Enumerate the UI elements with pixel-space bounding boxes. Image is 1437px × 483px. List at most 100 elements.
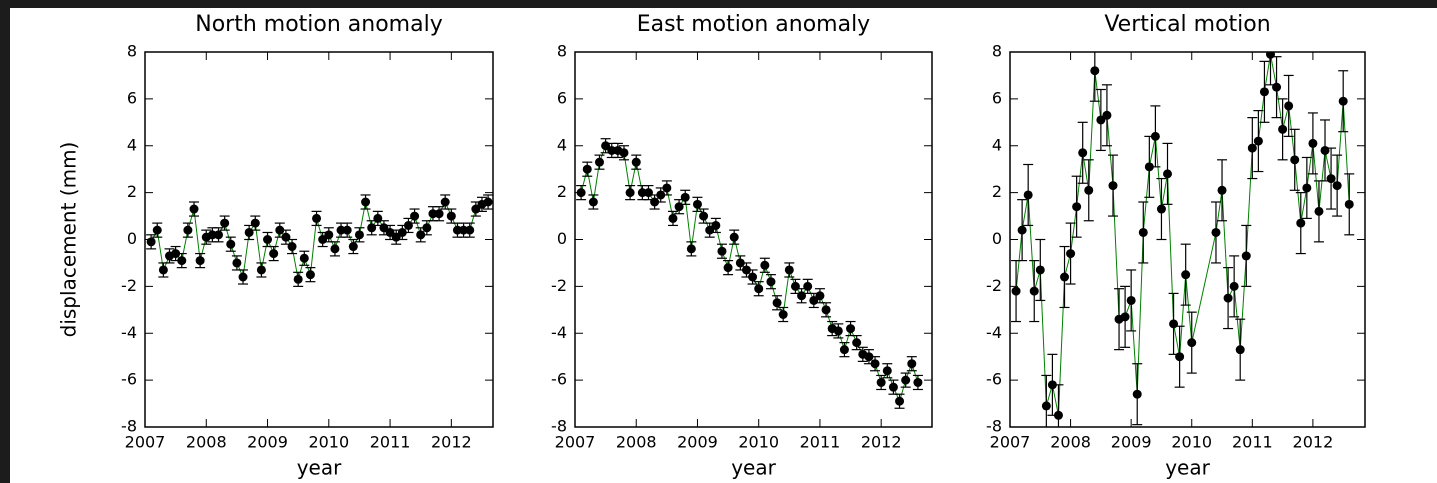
x-tick-label: 2009 <box>677 433 718 452</box>
data-point <box>1175 352 1185 362</box>
y-tick-label: 0 <box>992 229 1002 248</box>
data-point <box>864 352 874 362</box>
figure-background <box>10 8 1437 483</box>
x-tick-label: 2009 <box>247 433 288 452</box>
data-point <box>1144 162 1154 172</box>
data-point <box>1296 218 1306 228</box>
data-point <box>1332 181 1342 191</box>
data-point <box>784 265 794 275</box>
data-point <box>901 375 911 385</box>
data-point <box>699 211 709 221</box>
data-point <box>446 211 456 221</box>
y-tick-label: 2 <box>127 182 137 201</box>
data-point <box>631 157 641 167</box>
data-point <box>778 310 788 319</box>
data-point <box>772 298 782 308</box>
data-point <box>171 249 181 259</box>
data-point <box>397 227 407 237</box>
data-point <box>220 218 230 228</box>
data-point <box>1169 319 1179 329</box>
y-tick-label: 2 <box>992 182 1002 201</box>
y-tick-label: 4 <box>992 135 1002 154</box>
data-point <box>907 359 917 369</box>
data-point <box>766 277 776 287</box>
data-point <box>1344 199 1354 209</box>
y-tick-label: -8 <box>121 417 137 436</box>
data-point <box>1235 345 1245 355</box>
data-point <box>754 284 764 294</box>
data-point <box>416 230 426 240</box>
data-point <box>1138 227 1148 237</box>
y-axis-label: displacement (mm) <box>57 142 81 338</box>
data-point <box>1011 286 1021 296</box>
data-point <box>177 256 187 266</box>
y-tick-label: 8 <box>992 42 1002 61</box>
data-point <box>1047 380 1057 390</box>
data-point <box>650 197 660 207</box>
data-point <box>668 213 678 223</box>
data-point <box>1223 293 1233 303</box>
data-point <box>821 305 831 315</box>
data-point <box>1156 204 1166 214</box>
data-point <box>686 244 696 254</box>
x-tick-label: 2010 <box>1171 433 1212 452</box>
data-point <box>1314 206 1324 216</box>
data-point <box>195 256 205 266</box>
data-point <box>1108 181 1118 191</box>
data-point <box>244 227 254 237</box>
data-point <box>1072 202 1082 212</box>
data-point <box>373 213 383 223</box>
data-point <box>1090 66 1100 76</box>
data-point <box>1290 155 1300 165</box>
chart-title: East motion anomaly <box>637 12 870 37</box>
y-tick-label: -4 <box>551 323 567 342</box>
data-point <box>741 265 751 275</box>
x-tick-label: 2009 <box>1111 433 1152 452</box>
x-tick-label: 2012 <box>861 433 902 452</box>
data-point <box>643 188 653 198</box>
x-tick-label: 2011 <box>800 433 841 452</box>
data-point <box>158 265 168 275</box>
y-tick-label: 6 <box>557 88 567 107</box>
x-tick-label: 2010 <box>738 433 779 452</box>
data-point <box>146 237 156 247</box>
data-point <box>1259 87 1269 97</box>
data-point <box>1326 174 1336 184</box>
y-tick-label: -2 <box>986 276 1002 295</box>
data-point <box>1017 225 1027 235</box>
data-point <box>882 366 892 376</box>
data-point <box>846 324 856 334</box>
data-point <box>434 209 444 219</box>
data-point <box>1320 145 1330 155</box>
data-point <box>1163 169 1173 179</box>
data-point <box>839 345 849 355</box>
data-point <box>342 225 352 235</box>
data-point <box>1120 312 1130 322</box>
data-point <box>403 220 413 230</box>
data-point <box>913 377 923 387</box>
plot-frame <box>1009 51 1366 428</box>
data-point <box>299 253 309 263</box>
chart-title: North motion anomaly <box>195 12 442 37</box>
data-point <box>1084 185 1094 195</box>
x-axis-label: year <box>731 456 776 480</box>
data-point <box>656 190 666 200</box>
x-axis-label: year <box>1165 456 1210 480</box>
data-point <box>232 258 242 268</box>
data-point <box>790 281 800 291</box>
y-tick-label: -2 <box>121 276 137 295</box>
y-tick-label: -2 <box>551 276 567 295</box>
data-point <box>625 188 635 198</box>
data-point <box>293 274 303 284</box>
data-point <box>852 338 862 348</box>
data-point <box>1302 183 1312 193</box>
plot-frame <box>574 51 933 428</box>
x-tick-label: 2010 <box>308 433 349 452</box>
data-point <box>1278 124 1288 134</box>
data-point <box>367 223 377 233</box>
data-point <box>692 199 702 209</box>
x-tick-label: 2008 <box>186 433 227 452</box>
data-point <box>729 232 739 242</box>
data-point <box>324 230 334 240</box>
y-tick-label: -4 <box>986 323 1002 342</box>
